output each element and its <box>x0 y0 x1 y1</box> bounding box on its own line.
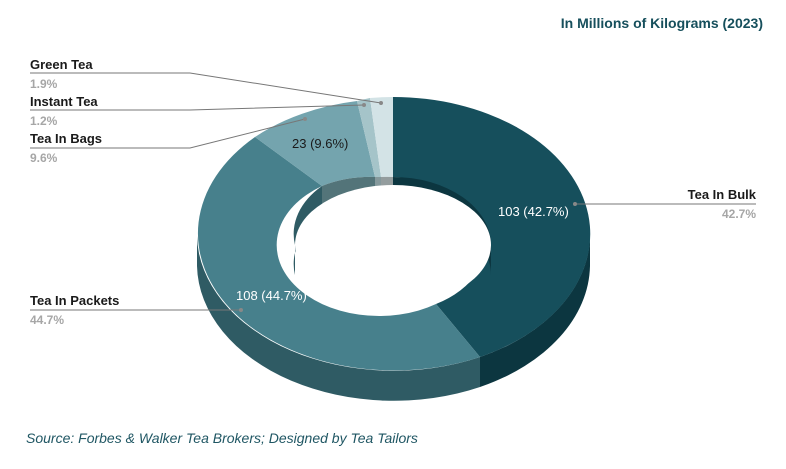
slice-bulk[interactable] <box>393 96 591 358</box>
slice-side-bulk <box>480 236 590 387</box>
slice-value-packets: 108 (44.7%) <box>236 288 307 303</box>
slice-green[interactable] <box>370 97 393 177</box>
slice-bags[interactable] <box>255 101 375 186</box>
slice-packets[interactable] <box>197 137 480 371</box>
label-tea-in-bulk-pct: 42.7% <box>721 207 756 221</box>
slice-side-packets <box>197 236 480 401</box>
slice-value-bags: 23 (9.6%) <box>292 136 348 151</box>
slice-instant[interactable] <box>357 98 381 177</box>
slice-value-bulk: 103 (42.7%) <box>498 204 569 219</box>
donut-hole <box>295 185 491 305</box>
label-tea-in-packets: Tea In Packets <box>30 293 120 308</box>
leader-bags <box>30 118 306 149</box>
label-tea-in-packets-pct: 44.7% <box>30 313 65 327</box>
leader-green <box>30 72 382 104</box>
label-green-tea: Green Tea <box>30 57 93 72</box>
hole-wall-packets <box>293 186 322 275</box>
chart-subtitle: In Millions of Kilograms (2023) <box>560 15 763 31</box>
label-instant-tea-pct: 1.2% <box>30 114 58 128</box>
label-instant-tea: Instant Tea <box>30 94 98 109</box>
label-green-tea-pct: 1.9% <box>30 77 58 91</box>
label-tea-in-bags-pct: 9.6% <box>30 151 58 165</box>
source-note: Source: Forbes & Walker Tea Brokers; Des… <box>26 430 418 446</box>
leader-instant <box>30 104 365 111</box>
label-tea-in-bulk: Tea In Bulk <box>687 187 756 202</box>
label-tea-in-bags: Tea In Bags <box>30 131 103 146</box>
